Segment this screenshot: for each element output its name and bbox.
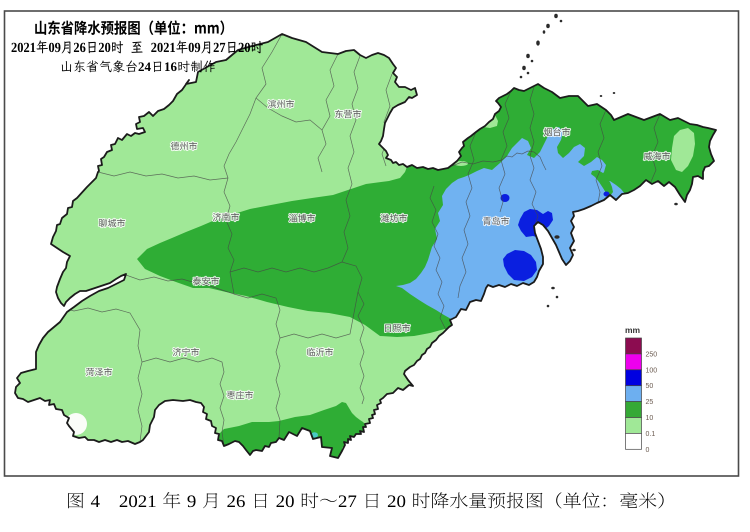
svg-text:0.1: 0.1 bbox=[646, 431, 656, 438]
svg-text:25: 25 bbox=[646, 399, 654, 406]
svg-text:0: 0 bbox=[646, 447, 650, 454]
svg-text:250: 250 bbox=[646, 351, 658, 358]
svg-text:50: 50 bbox=[646, 383, 654, 390]
svg-text:mm: mm bbox=[625, 325, 641, 335]
svg-text:100: 100 bbox=[646, 367, 658, 374]
svg-text:10: 10 bbox=[646, 415, 654, 422]
